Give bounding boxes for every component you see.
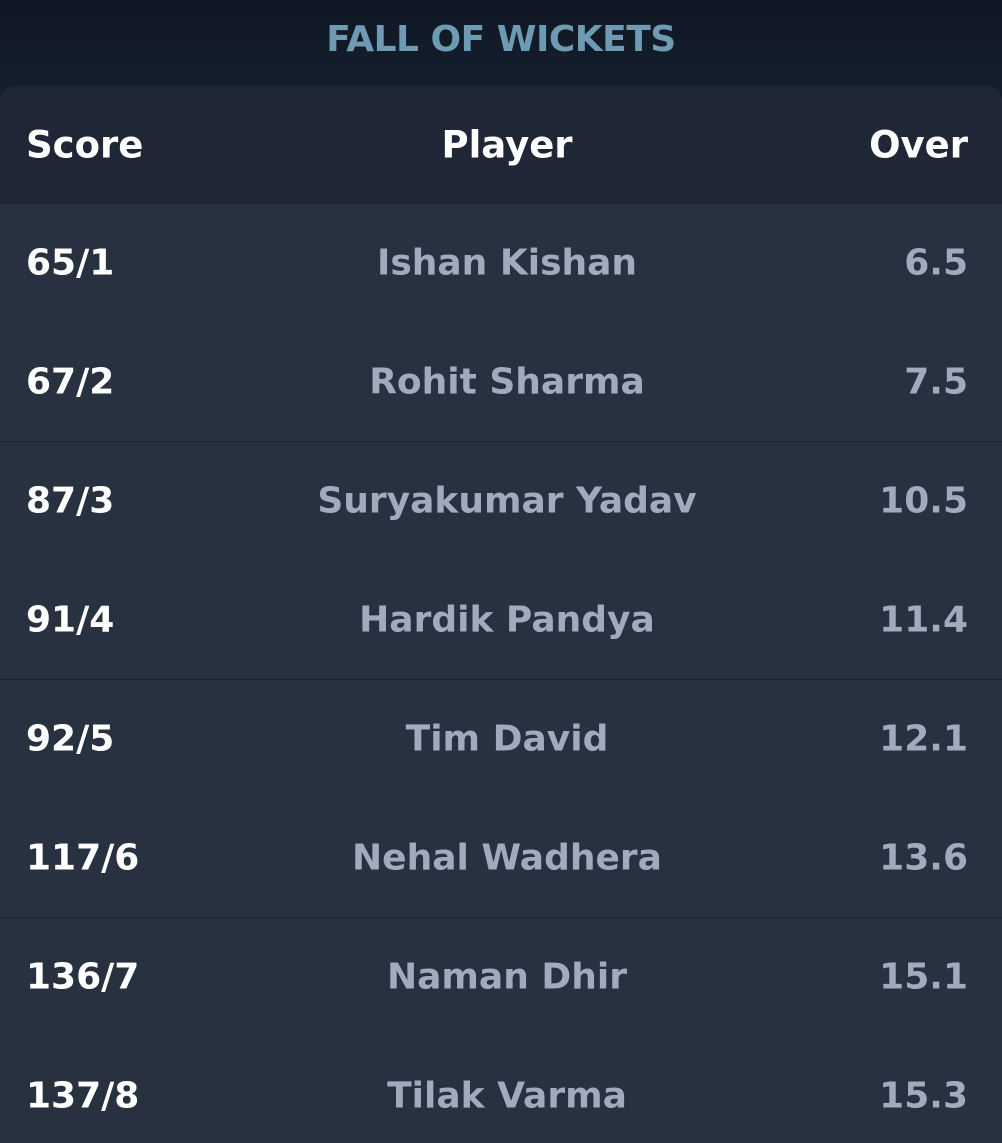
player-cell[interactable]: Ishan Kishan	[376, 242, 638, 284]
over-cell: 15.1	[879, 956, 968, 998]
score-cell: 65/1	[26, 242, 115, 284]
player-cell[interactable]: Naman Dhir	[387, 956, 627, 998]
table-row: 67/2 Rohit Sharma 7.5	[0, 323, 1002, 442]
player-cell[interactable]: Tilak Varma	[387, 1075, 627, 1117]
score-cell: 91/4	[26, 599, 115, 641]
score-cell: 117/6	[26, 837, 140, 879]
over-cell: 10.5	[879, 480, 968, 522]
over-cell: 7.5	[904, 361, 968, 403]
table-header-row: Score Player Over	[0, 86, 1002, 204]
table-row: 87/3 Suryakumar Yadav 10.5	[0, 441, 1002, 561]
over-cell: 6.5	[904, 242, 968, 284]
title-bar: FALL OF WICKETS	[0, 0, 1002, 86]
score-cell: 136/7	[26, 956, 140, 998]
score-cell: 87/3	[26, 480, 115, 522]
score-cell: 137/8	[26, 1075, 140, 1117]
over-cell: 11.4	[879, 599, 968, 641]
score-cell: 67/2	[26, 361, 115, 403]
table-row: 92/5 Tim David 12.1	[0, 679, 1002, 799]
column-header-over: Over	[869, 123, 968, 167]
score-cell: 92/5	[26, 718, 115, 760]
player-cell[interactable]: Nehal Wadhera	[352, 837, 662, 879]
table-row: 91/4 Hardik Pandya 11.4	[0, 561, 1002, 680]
over-cell: 15.3	[879, 1075, 968, 1117]
player-cell[interactable]: Rohit Sharma	[369, 361, 645, 403]
table-row: 117/6 Nehal Wadhera 13.6	[0, 799, 1002, 918]
fall-of-wickets-table: Score Player Over 65/1 Ishan Kishan 6.5 …	[0, 86, 1002, 1143]
player-cell[interactable]: Hardik Pandya	[359, 599, 655, 641]
table-row: 137/8 Tilak Varma 15.3	[0, 1037, 1002, 1143]
column-header-score: Score	[26, 123, 144, 167]
column-header-player: Player	[441, 123, 573, 167]
table-row: 136/7 Naman Dhir 15.1	[0, 917, 1002, 1037]
player-cell[interactable]: Suryakumar Yadav	[317, 480, 697, 522]
player-cell[interactable]: Tim David	[405, 718, 609, 760]
table-row: 65/1 Ishan Kishan 6.5	[0, 204, 1002, 323]
section-title: FALL OF WICKETS	[326, 18, 676, 60]
over-cell: 12.1	[879, 718, 968, 760]
over-cell: 13.6	[879, 837, 968, 879]
